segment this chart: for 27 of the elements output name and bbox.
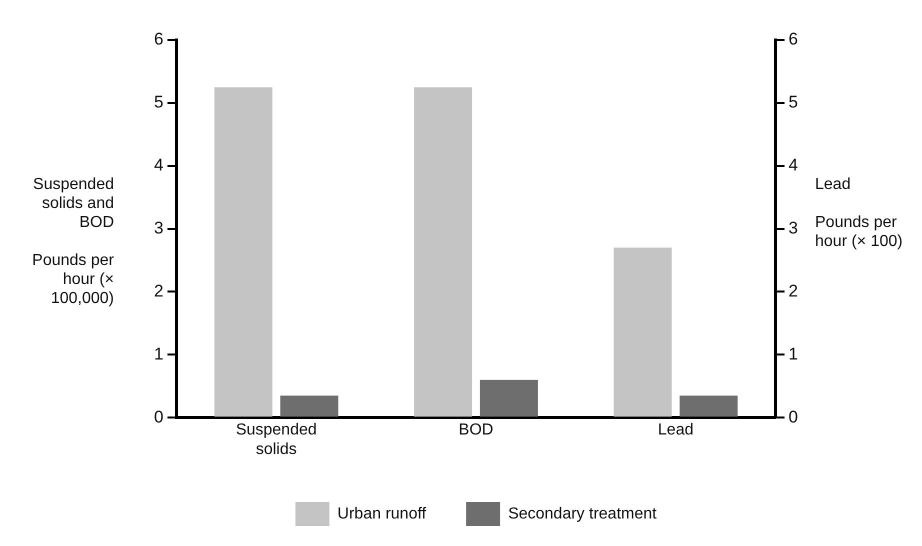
- legend-label: Secondary treatment: [508, 505, 658, 522]
- y2-tick-label: 3: [788, 218, 798, 238]
- bar: [414, 87, 472, 417]
- y-tick-label: 3: [154, 218, 164, 238]
- x-tick-label: Suspended solids: [236, 422, 317, 458]
- y-tick-label: 5: [154, 92, 164, 112]
- text: Suspended solids and BOD Pounds per hour (× 100,000): [32, 176, 114, 307]
- bar: [614, 248, 672, 417]
- x-tick-label: BOD: [458, 422, 494, 439]
- y-tick-label: 0: [154, 407, 164, 426]
- bar: [480, 380, 538, 417]
- y2-tick-label: 5: [788, 92, 798, 112]
- bar: [280, 396, 338, 417]
- y2-tick-label: 1: [788, 344, 798, 364]
- y2-tick-label: 2: [788, 281, 798, 300]
- bar: [680, 396, 738, 417]
- y2-tick-label: 0: [788, 407, 798, 426]
- bar: [214, 87, 272, 417]
- y-tick-label: 1: [154, 344, 164, 364]
- x-tick-label: Lead: [658, 422, 694, 439]
- text: Lead Pounds per hour (× 100): [815, 176, 903, 250]
- y2-tick-label: 4: [788, 156, 798, 175]
- y-tick-label: 4: [154, 156, 164, 175]
- y2-tick-label: 6: [788, 30, 798, 49]
- y-tick-label: 6: [154, 30, 164, 49]
- legend-label: Urban runoff: [337, 505, 427, 522]
- y-tick-label: 2: [154, 281, 164, 300]
